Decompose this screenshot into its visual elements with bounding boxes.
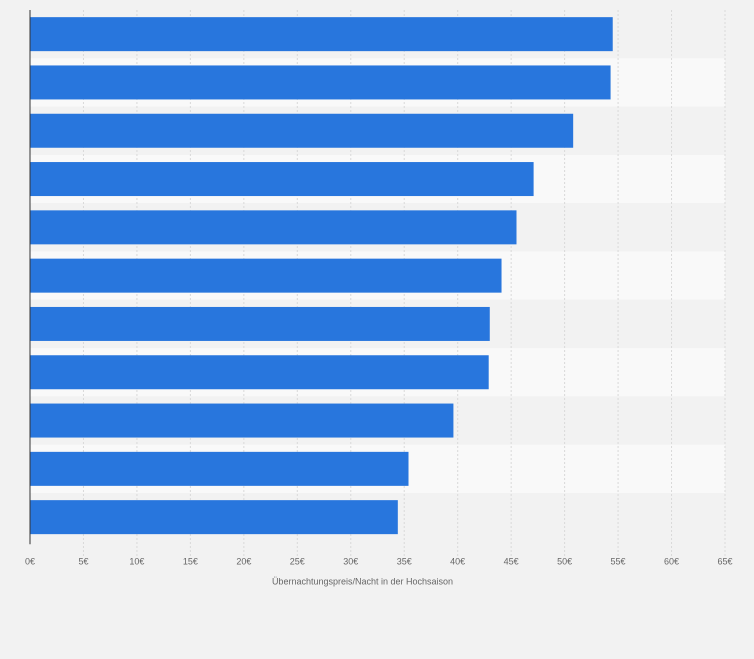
x-tick-label: 65€ <box>717 556 732 566</box>
bar <box>30 17 613 52</box>
x-tick-label: 10€ <box>129 556 144 566</box>
x-tick-label: 20€ <box>236 556 251 566</box>
bar <box>30 162 534 197</box>
x-tick-label: 55€ <box>611 556 626 566</box>
x-tick-label: 60€ <box>664 556 679 566</box>
x-tick-label: 50€ <box>557 556 572 566</box>
bar <box>30 451 409 486</box>
bar <box>30 403 454 438</box>
x-tick-label: 5€ <box>78 556 88 566</box>
x-tick-label: 30€ <box>343 556 358 566</box>
x-axis-title: Übernachtungspreis/Nacht in der Hochsais… <box>272 576 453 586</box>
bar <box>30 306 490 341</box>
bars <box>30 17 613 535</box>
bar <box>30 500 398 535</box>
bar <box>30 210 517 245</box>
x-tick-label: 25€ <box>290 556 305 566</box>
x-tick-label: 40€ <box>450 556 465 566</box>
bar <box>30 258 502 293</box>
x-tick-label: 15€ <box>183 556 198 566</box>
x-tick-label: 45€ <box>504 556 519 566</box>
x-tick-label: 35€ <box>397 556 412 566</box>
bar <box>30 355 489 390</box>
bar <box>30 65 611 100</box>
bar <box>30 113 574 148</box>
x-tick-label: 0€ <box>25 556 35 566</box>
x-tick-labels: 0€ 5€ 10€ 15€ 20€ 25€ 30€ 35€ 40€ 45€ 50€ 55€ 60€ 65€ <box>25 556 733 566</box>
